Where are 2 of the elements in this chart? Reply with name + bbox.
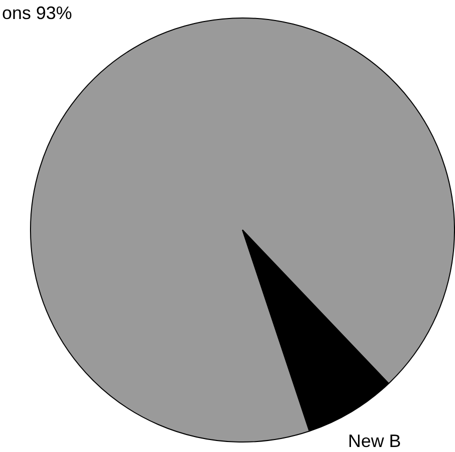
slice-label: New B <box>348 430 402 451</box>
slice-label: ons 93% <box>2 2 72 23</box>
